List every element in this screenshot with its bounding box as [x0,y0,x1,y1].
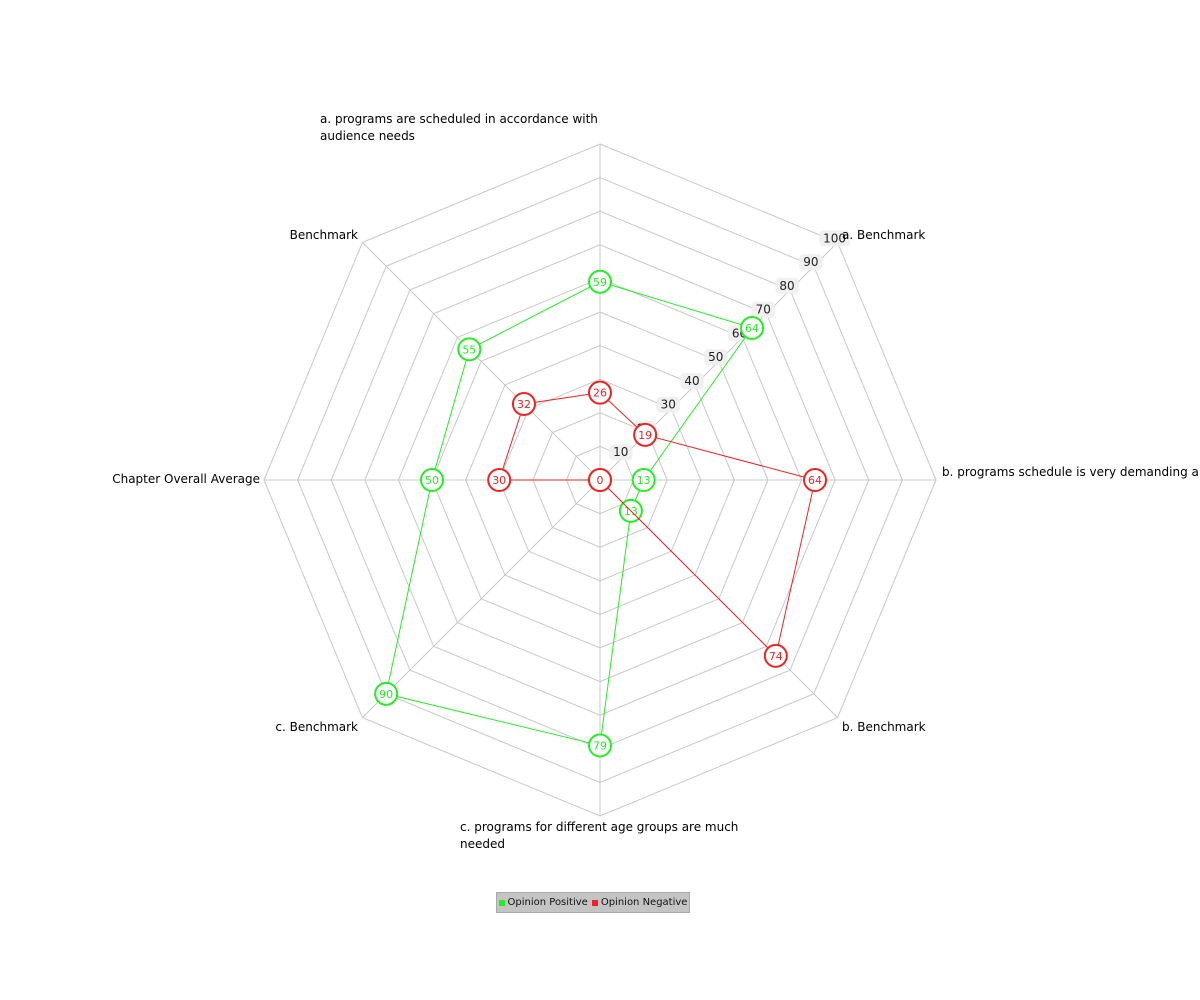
tick-label-text: 80 [779,279,794,293]
axis-spoke [362,242,601,481]
series-layer: 596413137990505526196474003032 [374,269,828,758]
axis-label: c. Benchmark [275,720,358,734]
tick-label-bg [609,444,633,461]
data-point[interactable] [457,337,482,362]
tick-label-text: 50 [708,350,723,364]
legend-label-negative: Opinion Negative [600,897,688,908]
data-label: 64 [808,474,822,487]
data-point[interactable] [374,681,399,706]
tick-label-text: 30 [661,398,676,412]
series-line [385,281,753,747]
axis-label-line: Benchmark [290,228,358,242]
tick-label-bg [775,277,799,294]
legend-label-positive: Opinion Positive [507,897,588,908]
axis-label-line: a. Benchmark [842,228,925,242]
data-point[interactable] [803,468,828,492]
data-point[interactable] [588,380,612,405]
legend-swatch-negative [591,899,598,906]
axis-labels: a. programs are scheduled in accordance … [112,112,1199,851]
legend-item-negative: Opinion Negative [591,897,688,908]
tick-label-text: 70 [756,303,771,317]
data-label: 19 [638,429,652,442]
axis-label-line: a. programs are scheduled in accordance … [320,112,598,126]
tick-label-bg [799,254,823,271]
axis-spoke [362,479,601,718]
data-point[interactable] [763,643,788,668]
data-label: 79 [593,739,607,752]
data-point[interactable] [511,391,536,416]
tick-label-bg [656,396,680,413]
axis-label-line: c. Benchmark [275,720,358,734]
data-point[interactable] [740,315,765,340]
axis-label: a. programs are scheduled in accordance … [320,112,598,143]
legend: Opinion Positive Opinion Negative [496,892,690,913]
axis-label: Chapter Overall Average [112,472,260,486]
tick-label: 100 [819,230,850,247]
tick-label-bg [819,230,850,247]
axis-label-line: audience needs [320,129,415,143]
tick-label: 50 [704,349,728,366]
data-label: 55 [462,343,476,356]
data-point[interactable] [633,422,658,447]
axis-label-line: Chapter Overall Average [112,472,260,486]
tick-label: 10 [609,444,633,461]
axis-label: a. Benchmark [842,228,925,242]
tick-label-text: 40 [684,374,699,388]
data-label: 26 [593,387,607,400]
data-point[interactable] [588,468,612,492]
data-point[interactable] [588,733,612,758]
tick-label-text: 100 [823,231,846,245]
axis-label: c. programs for different age groups are… [460,820,738,851]
data-point[interactable] [631,468,656,492]
series-line [498,392,816,657]
data-label: 50 [425,474,439,487]
data-label: 64 [745,322,759,335]
data-point[interactable] [487,468,512,492]
series-negative: 26196474003032 [487,380,828,668]
tick-label-text: 90 [803,255,818,269]
legend-swatch-positive [498,899,505,906]
data-label: 74 [769,650,783,663]
tick-label-bg [751,301,775,318]
tick-label: 30 [656,396,680,413]
axis-label-line: needed [460,837,505,851]
tick-label: 80 [775,277,799,294]
tick-label: 90 [799,254,823,271]
axis-label-line: b. programs schedule is very demanding a [942,465,1199,479]
data-point[interactable] [588,269,612,294]
tick-label-bg [704,349,728,366]
legend-item-positive: Opinion Positive [498,897,588,908]
axis-label: b. Benchmark [842,720,926,734]
axis-label-line: b. Benchmark [842,720,926,734]
data-label: 90 [379,688,393,701]
data-point[interactable] [420,468,444,492]
data-label: 30 [492,474,506,487]
data-label: 59 [593,276,607,289]
tick-label-text: 10 [613,445,628,459]
tick-label-bg [680,372,704,389]
axis-label-line: c. programs for different age groups are… [460,820,738,834]
data-label: 32 [517,398,531,411]
axis-label: b. programs schedule is very demanding a [942,465,1199,479]
tick-label: 70 [751,301,775,318]
axis-label: Benchmark [290,228,358,242]
data-label: 13 [637,474,651,487]
tick-label: 40 [680,372,704,389]
data-label: 0 [597,474,604,487]
